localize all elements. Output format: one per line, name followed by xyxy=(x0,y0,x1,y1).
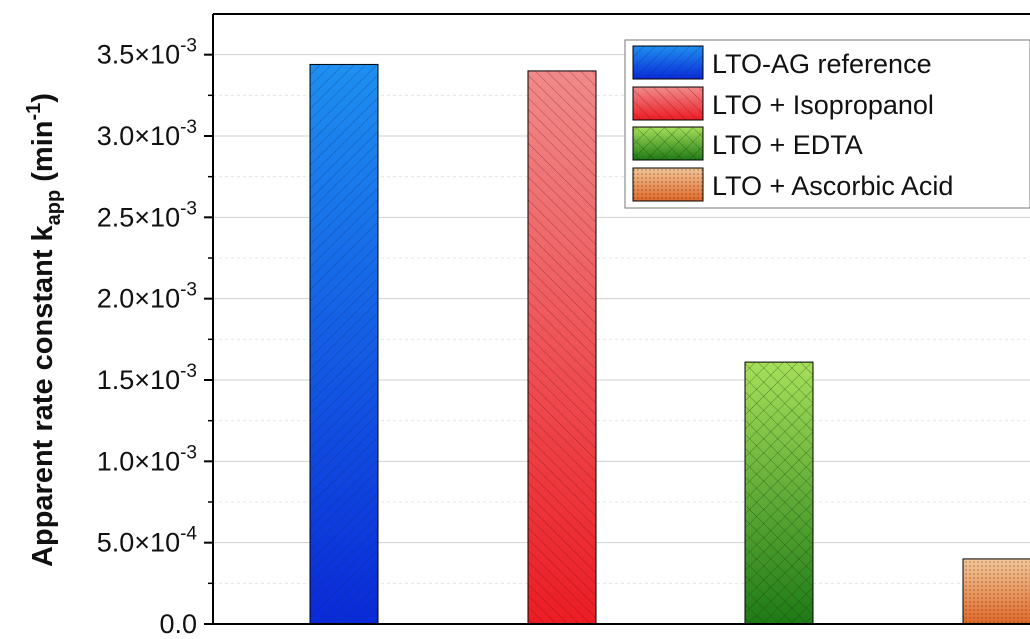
legend-swatch-1-pattern xyxy=(633,46,703,79)
bar-pattern-1 xyxy=(310,64,378,625)
legend-entry-3: LTO + EDTA xyxy=(632,126,863,161)
bar-pattern-3 xyxy=(745,362,813,624)
y-tick-label: 2.0×10-3 xyxy=(97,280,197,314)
y-tick-label: 1.0×10-3 xyxy=(97,442,197,476)
bar-pattern-2 xyxy=(528,70,596,624)
y-axis-label-unit-open: (min xyxy=(27,120,59,189)
y-tick-label: 3.5×10-3 xyxy=(97,36,197,70)
y-axis-label-subscript: app xyxy=(43,190,65,226)
legend-label-3: LTO + EDTA xyxy=(712,130,863,160)
axes xyxy=(212,13,1030,625)
legend-swatch-3-pattern xyxy=(633,127,703,160)
legend-entry-2: LTO + Isopropanol xyxy=(632,86,934,121)
y-tick-label: 2.5×10-3 xyxy=(97,198,197,232)
y-axis-label-unit-sup: -1 xyxy=(23,103,45,121)
y-tick-label: 3.0×10-3 xyxy=(97,117,197,151)
legend-swatch-4-pattern xyxy=(633,168,703,201)
y-axis-label-unit-close: ) xyxy=(27,93,59,103)
y-ticks: 0.0 5.0×10-4 1.0×10-3 1.5×10-3 2.0×10-3 2.5×1… xyxy=(97,36,213,639)
bar-pattern-4 xyxy=(963,558,1030,624)
legend-entry-1: LTO-AG reference xyxy=(632,45,932,80)
bars xyxy=(309,63,1030,625)
legend-label-2: LTO + Isopropanol xyxy=(712,90,934,120)
y-axis-label: Apparent rate constant kapp (min-1) xyxy=(23,93,65,567)
y-tick-label: 0.0 xyxy=(159,609,197,639)
y-axis-label-main: Apparent rate constant k xyxy=(27,224,59,566)
y-tick-label: 5.0×10-4 xyxy=(97,524,198,558)
legend-label-4: LTO + Ascorbic Acid xyxy=(712,171,953,201)
legend-swatch-2-pattern xyxy=(633,87,703,120)
y-tick-label: 1.5×10-3 xyxy=(97,361,197,395)
legend-label-1: LTO-AG reference xyxy=(712,49,932,79)
legend-entry-4: LTO + Ascorbic Acid xyxy=(632,167,953,202)
legend: LTO-AG reference LTO + Isopropanol LTO +… xyxy=(624,39,1030,209)
